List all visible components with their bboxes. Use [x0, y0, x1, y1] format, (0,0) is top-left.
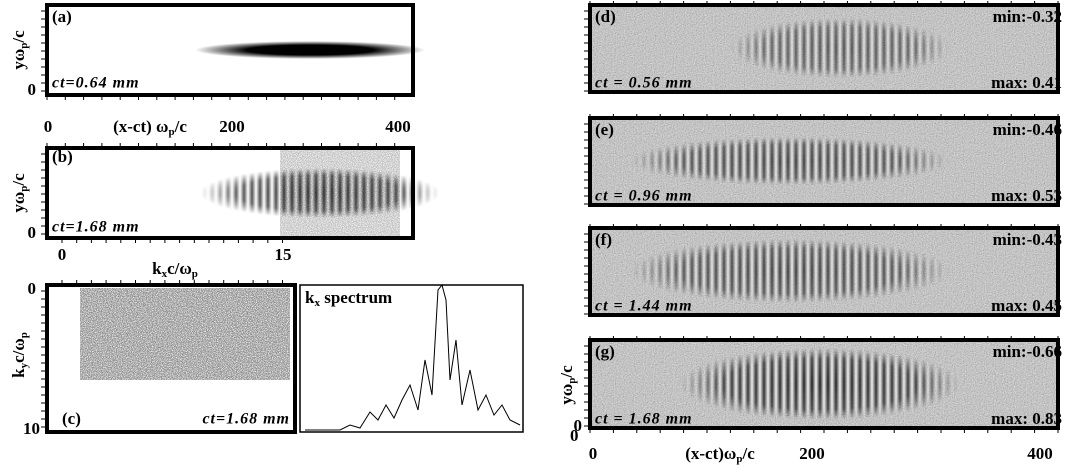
max-label: max: 0.53 [991, 186, 1062, 205]
max-label: max: 0.41 [991, 73, 1062, 92]
spectrum-line [305, 283, 521, 431]
time-label: ct = 0.56 mm [595, 75, 693, 92]
panel-frame [45, 283, 297, 434]
panel-label: (e) [595, 120, 614, 139]
y-axis-label: yωp/c [557, 365, 578, 405]
panel-label: (d) [595, 7, 616, 26]
y-tick-label: 0 [28, 80, 37, 99]
time-label: ct=1.68 mm [202, 411, 290, 428]
time-label: ct = 0.96 mm [595, 188, 693, 205]
axis-ticks [41, 1, 1059, 433]
time-label: ct=1.68 mm [52, 219, 140, 236]
x-axis-label: (x-ct)ωp/c [685, 444, 755, 465]
panel-d: (d) min:-0.32 ct = 0.56 mm max: 0.41 [588, 3, 1062, 94]
y-tick-label: 0 [28, 279, 37, 298]
x-tick-label: 15 [275, 245, 292, 264]
y-tick-label: 0 [574, 416, 583, 435]
panel-label: (c) [62, 409, 81, 428]
x-tick-label: 400 [385, 117, 411, 136]
min-label: min:-0.32 [993, 7, 1062, 26]
wake-field [630, 135, 950, 187]
x-axis-label: (x-ct) ωp/c [113, 117, 187, 138]
y-tick-label: 0 [28, 223, 37, 242]
min-label: min:-0.46 [993, 120, 1062, 139]
spectrum-title: kx spectrum [305, 288, 392, 309]
spectrum-frame [299, 284, 524, 433]
wake-field [730, 18, 950, 78]
noise [280, 150, 400, 236]
time-label: ct = 1.44 mm [595, 298, 693, 315]
wake-field [630, 238, 950, 304]
time-label: ct = 1.68 mm [595, 411, 693, 428]
y-tick-label: 10 [23, 419, 40, 438]
x-tick-label: 0 [44, 117, 53, 136]
panel-g: (g) min:-0.66 ct = 1.68 mm max: 0.83 0 y… [557, 338, 1062, 435]
beam-density [195, 41, 425, 59]
panel-e: (e) min:-0.46 ct = 0.96 mm max: 0.53 [588, 116, 1062, 207]
right-panels: (d) min:-0.32 ct = 0.56 mm max: 0.41 (e)… [557, 3, 1062, 465]
panel-label: (g) [595, 342, 615, 361]
panel-label: (a) [52, 7, 72, 26]
max-label: max: 0.45 [991, 296, 1062, 315]
x-axis-label: kxc/ωp [152, 259, 198, 280]
wake-field [680, 346, 960, 422]
y-axis-label: yωp/c [9, 173, 30, 213]
panel-label: (b) [52, 147, 73, 166]
panel-f: (f) min:-0.43 ct = 1.44 mm max: 0.45 [588, 226, 1062, 317]
y-axis-label: yωp/c [9, 30, 30, 70]
x-tick-label: 0 [589, 444, 598, 463]
panel-b: (b) ct=1.68 mm 0 yωp/c 0 15 kxc/ωp [9, 146, 450, 280]
y-axis-label: kyc/ωp [9, 332, 30, 378]
max-label: max: 0.83 [991, 409, 1062, 428]
panel-c: 0 10 kyc/ωp (c) ct=1.68 mm kx spectrum 0 [9, 279, 579, 445]
min-label: min:-0.43 [993, 230, 1062, 249]
time-label: ct=0.64 mm [52, 75, 140, 92]
panel-label: (f) [595, 230, 612, 249]
x-tick-label: 200 [219, 117, 245, 136]
panel-a: (a) ct=0.64 mm 0 yωp/c 0 200 400 (x-ct) … [9, 3, 425, 138]
spectrum-2d [80, 288, 290, 380]
min-label: min:-0.66 [993, 342, 1062, 361]
x-tick-label: 0 [58, 245, 67, 264]
x-tick-label: 200 [799, 444, 825, 463]
x-tick-label: 400 [1027, 444, 1053, 463]
x-tick-label: 0 [570, 426, 579, 445]
